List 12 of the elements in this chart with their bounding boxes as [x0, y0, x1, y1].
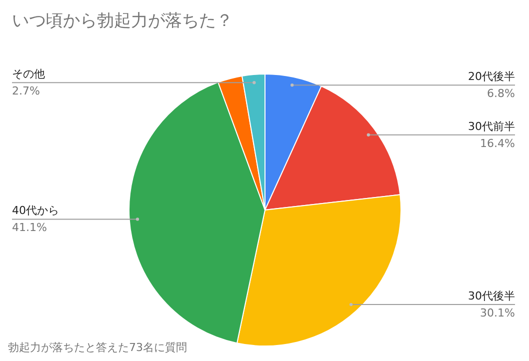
slice-label: その他 [12, 68, 45, 81]
slice-label: 40代から [12, 204, 59, 218]
data-label: 2.7% [12, 84, 40, 98]
slice-label: 20代後半 [468, 70, 515, 84]
slice-label: 30代後半 [468, 290, 515, 303]
slice-label: 30代前半 [468, 120, 515, 133]
chart-title: いつ頃から勃起力が落ちた？ [12, 11, 233, 31]
data-label: 41.1% [12, 221, 47, 234]
data-label: 30.1% [480, 306, 515, 320]
data-label: 6.8% [487, 87, 515, 100]
data-label: 16.4% [480, 136, 515, 150]
text: 勃起力が落ちたと答えた73名に質問 [8, 341, 187, 354]
